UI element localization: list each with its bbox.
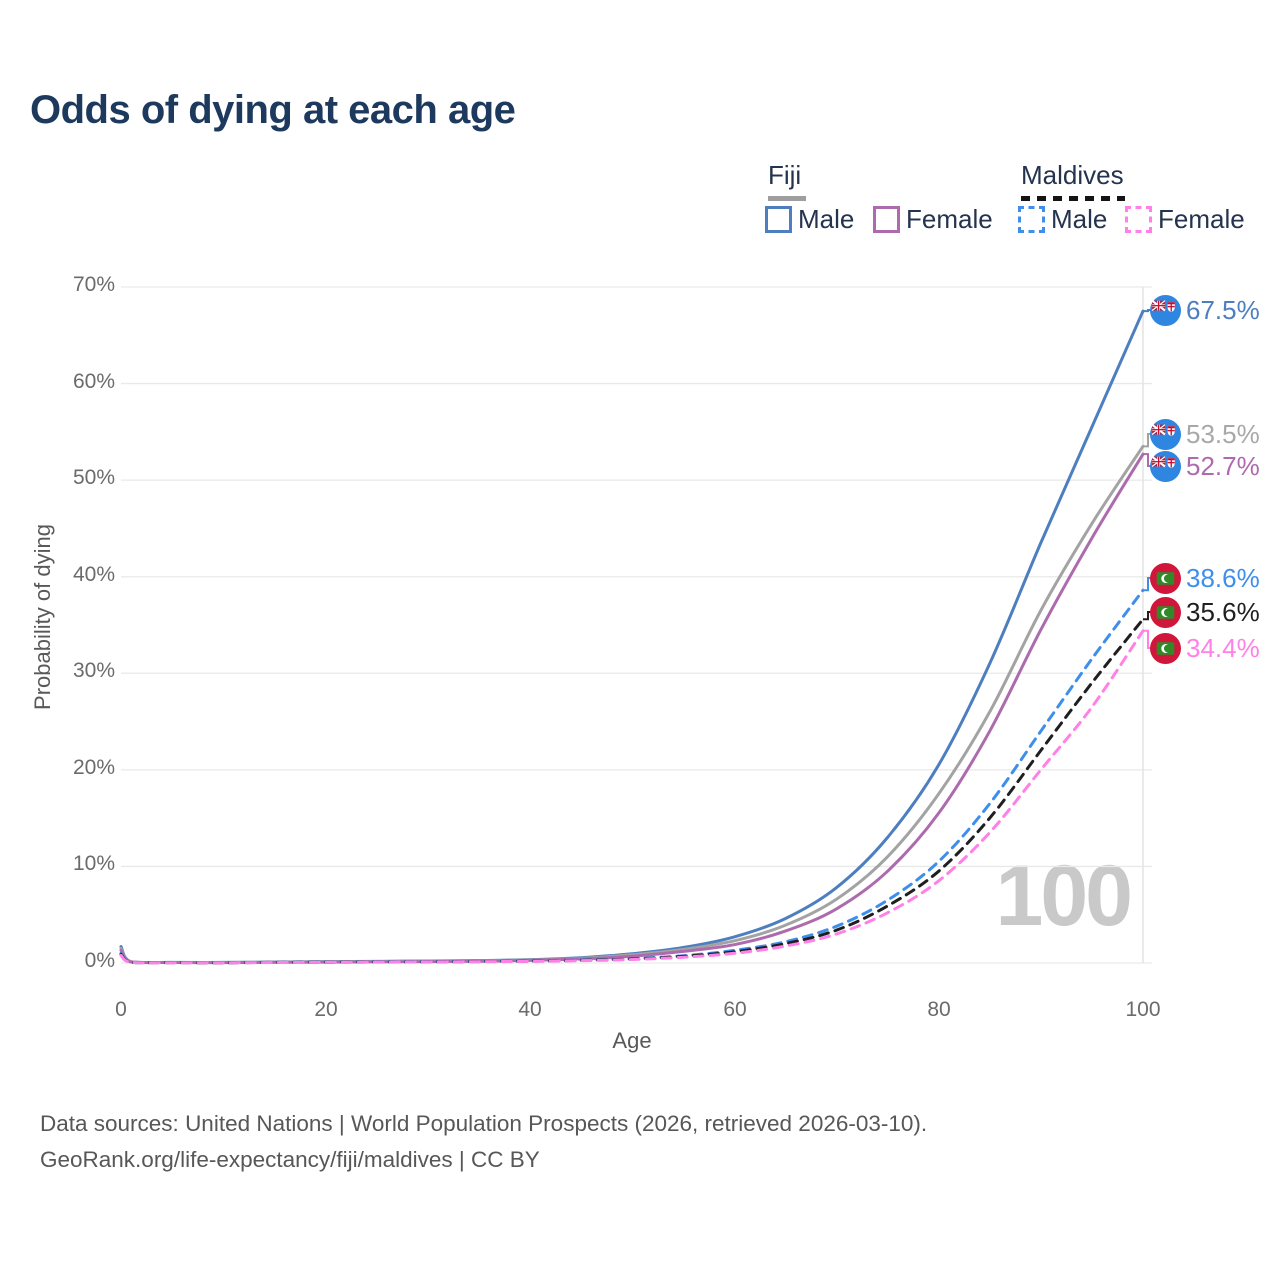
- source-line: Data sources: United Nations | World Pop…: [40, 1111, 928, 1136]
- legend-item-label: Female: [906, 204, 993, 234]
- end-label-maldives-female[interactable]: 34.4%: [1150, 631, 1260, 665]
- end-value: 52.7%: [1186, 450, 1260, 481]
- legend-item-fiji-female[interactable]: Female: [873, 204, 993, 235]
- x-tick-label: 60: [723, 998, 747, 1021]
- y-tick-label: 60%: [72, 370, 115, 393]
- y-tick-label: 20%: [72, 756, 115, 779]
- legend-group-fiji: Fiji: [768, 160, 802, 190]
- series-line-fiji: [119, 444, 1145, 965]
- legend-item-label: Male: [798, 204, 855, 234]
- series-line-maldives-female: [119, 629, 1145, 965]
- x-tick-label: 100: [1125, 998, 1161, 1021]
- maldives-male-swatch-icon: [1018, 206, 1045, 233]
- end-value: 38.6%: [1186, 562, 1260, 593]
- maldives-flag-icon: [1150, 596, 1181, 628]
- legend-item-fiji-male[interactable]: Male: [765, 204, 854, 235]
- credit-line: GeoRank.org/life-expectancy/fiji/maldive…: [40, 1146, 540, 1172]
- fiji-flag-icon: [1150, 294, 1181, 326]
- maldives-female-swatch-icon: [1125, 206, 1152, 233]
- series-line-fiji-male: [119, 309, 1145, 965]
- y-tick-label: 10%: [72, 852, 115, 875]
- fiji-flag-icon: [1150, 450, 1181, 482]
- end-label-fiji-all[interactable]: 53.5%: [1150, 417, 1260, 451]
- x-tick-label: 20: [314, 998, 338, 1021]
- legend-item-maldives-female[interactable]: Female: [1125, 204, 1245, 235]
- end-label-fiji-male[interactable]: 67.5%: [1150, 293, 1260, 327]
- end-value: 35.6%: [1186, 596, 1260, 627]
- fiji-male-swatch-icon: [765, 206, 792, 233]
- x-axis-title: Age: [612, 1028, 652, 1053]
- maldives-flag-icon: [1150, 562, 1181, 594]
- end-value: 34.4%: [1186, 632, 1260, 663]
- end-value: 53.5%: [1186, 418, 1260, 449]
- legend-maldives-line-swatch: [1021, 196, 1125, 201]
- end-label-maldives-male[interactable]: 38.6%: [1150, 561, 1260, 595]
- legend-fiji-line-swatch: [768, 196, 806, 201]
- end-value: 67.5%: [1186, 294, 1260, 325]
- page-title: Odds of dying at each age: [30, 88, 516, 132]
- y-tick-label: 50%: [72, 466, 115, 489]
- x-tick-label: 80: [927, 998, 951, 1021]
- source-credit: Data sources: United Nations | World Pop…: [40, 1106, 927, 1177]
- age-watermark: 100: [995, 848, 1134, 944]
- legend-item-maldives-male[interactable]: Male: [1018, 204, 1107, 235]
- end-label-fiji-female[interactable]: 52.7%: [1150, 449, 1260, 483]
- x-tick-label: 0: [115, 998, 127, 1021]
- fiji-female-swatch-icon: [873, 206, 900, 233]
- y-tick-label: 40%: [72, 563, 115, 586]
- maldives-flag-icon: [1150, 632, 1181, 664]
- y-tick-label: 30%: [72, 659, 115, 682]
- end-label-maldives-all[interactable]: 35.6%: [1150, 595, 1260, 629]
- legend-group-maldives: Maldives: [1021, 160, 1124, 190]
- y-tick-label: 0%: [84, 949, 115, 972]
- series-line-maldives-male: [119, 588, 1145, 965]
- series-line-maldives: [119, 617, 1145, 965]
- series-line-fiji-female: [119, 452, 1145, 965]
- fiji-flag-icon: [1150, 418, 1181, 450]
- legend-item-label: Male: [1051, 204, 1108, 234]
- x-tick-label: 40: [518, 998, 542, 1021]
- legend-item-label: Female: [1158, 204, 1245, 234]
- y-tick-label: 70%: [72, 273, 115, 296]
